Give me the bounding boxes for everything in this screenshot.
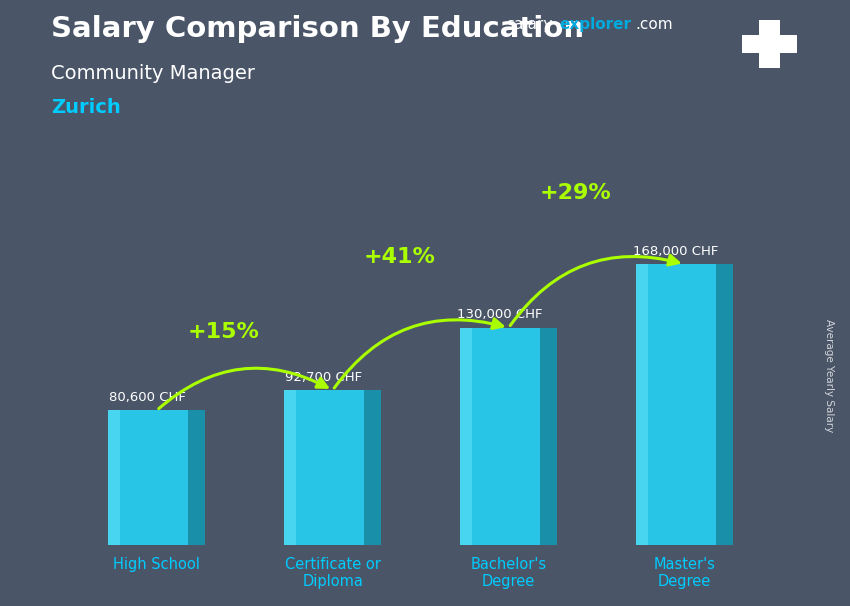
Bar xyxy=(364,390,381,545)
Text: +29%: +29% xyxy=(540,183,611,203)
Text: salary: salary xyxy=(506,17,552,32)
Bar xyxy=(460,328,540,545)
Text: +15%: +15% xyxy=(188,322,259,342)
Text: +41%: +41% xyxy=(364,247,435,267)
Text: Zurich: Zurich xyxy=(51,98,121,117)
Bar xyxy=(716,264,733,545)
Text: Salary Comparison By Education: Salary Comparison By Education xyxy=(51,15,584,43)
Bar xyxy=(108,410,188,545)
Text: 80,600 CHF: 80,600 CHF xyxy=(110,391,186,404)
Text: 92,700 CHF: 92,700 CHF xyxy=(286,370,362,384)
Bar xyxy=(636,264,648,545)
Text: .com: .com xyxy=(636,17,673,32)
Text: Average Yearly Salary: Average Yearly Salary xyxy=(824,319,834,432)
Bar xyxy=(758,19,779,68)
Text: explorer: explorer xyxy=(559,17,632,32)
Bar xyxy=(636,264,716,545)
Bar xyxy=(540,328,557,545)
Bar xyxy=(188,410,205,545)
Bar xyxy=(284,390,364,545)
Bar xyxy=(108,410,120,545)
Text: Community Manager: Community Manager xyxy=(51,64,255,82)
Text: 168,000 CHF: 168,000 CHF xyxy=(633,245,718,258)
Bar xyxy=(741,35,796,53)
Text: 130,000 CHF: 130,000 CHF xyxy=(457,308,542,321)
Bar xyxy=(284,390,296,545)
Bar xyxy=(460,328,472,545)
